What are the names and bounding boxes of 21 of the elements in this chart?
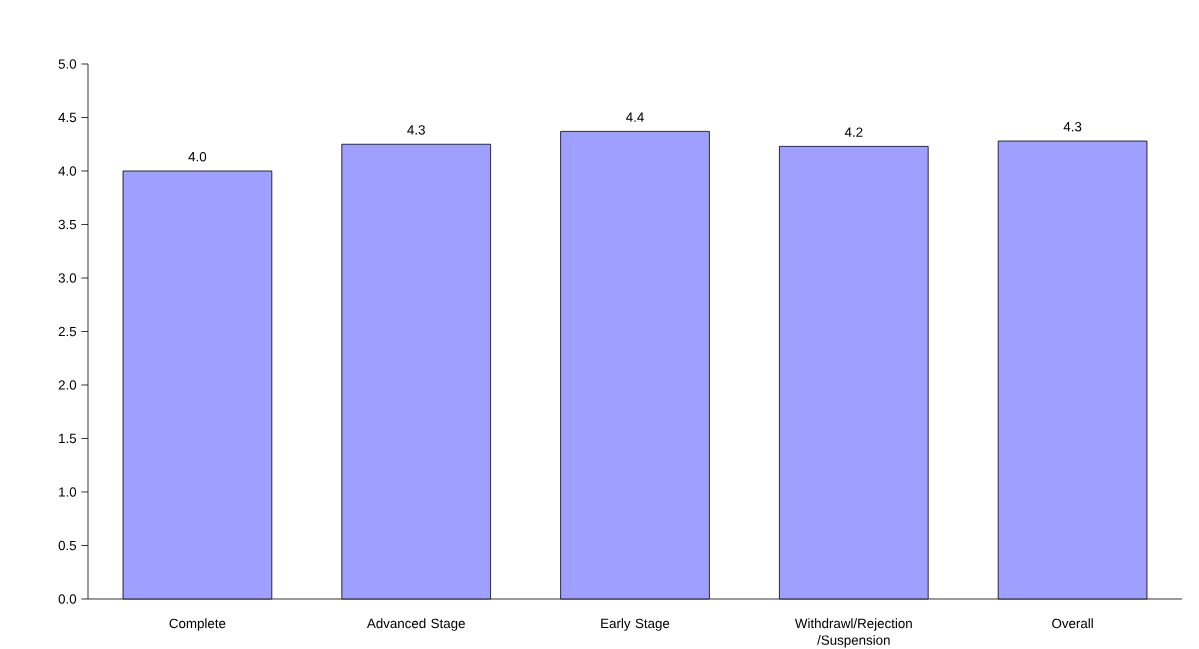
y-tick-label: 4.0 <box>58 166 77 176</box>
y-tick-label: 3.5 <box>58 219 77 230</box>
y-tick-label: 3.0 <box>58 273 77 283</box>
y-tick-label: 4.5 <box>58 112 77 123</box>
y-tick-label: 5.0 <box>58 59 77 69</box>
y-tick-label: 2.5 <box>58 326 77 337</box>
y-tick-label: 0.0 <box>58 594 77 604</box>
data-label: 4.0 <box>188 151 207 162</box>
data-label: 4.4 <box>626 112 644 122</box>
data-label: 4.3 <box>1063 122 1082 132</box>
x-tick-label: Advanced Stage <box>366 618 465 631</box>
x-tick-label: Overall <box>1052 618 1093 629</box>
x-tick-label: Early Stage <box>601 618 670 631</box>
y-tick-label: 1.5 <box>59 433 77 444</box>
y-tick-label: 0.5 <box>58 540 77 551</box>
data-label: 4.2 <box>844 127 863 137</box>
y-tick-label: 2.0 <box>58 380 77 390</box>
x-tick-label: Withdrawl/Rejection /Suspension <box>794 618 912 648</box>
data-label: 4.3 <box>407 125 425 135</box>
x-tick-label: Complete <box>169 618 226 631</box>
y-tick-label: 1.0 <box>59 487 77 497</box>
